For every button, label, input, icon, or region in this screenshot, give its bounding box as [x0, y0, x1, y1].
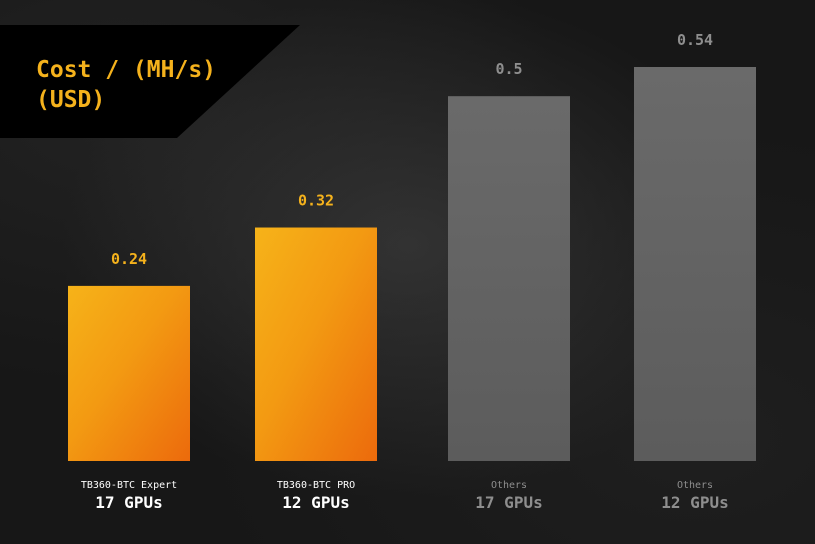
- labels-group: 0.24 TB360-BTC Expert 17 GPUs 0.32 TB360-BTC…: [81, 31, 729, 512]
- chart-title: Cost / (MH/s) (USD): [36, 57, 217, 113]
- bars-group: [68, 67, 756, 462]
- value-label-3: 0.5: [495, 60, 522, 78]
- value-label-2: 0.32: [298, 192, 334, 210]
- bar-3: [448, 96, 570, 462]
- value-label-1: 0.24: [111, 250, 147, 268]
- value-label-4: 0.54: [677, 31, 713, 49]
- category-sublabel-4: 12 GPUs: [661, 493, 728, 512]
- category-label-1: TB360-BTC Expert: [81, 480, 177, 491]
- category-sublabel-1: 17 GPUs: [95, 493, 162, 512]
- bar-2: [255, 227, 377, 461]
- category-label-2: TB360-BTC PRO: [277, 480, 355, 491]
- category-sublabel-2: 12 GPUs: [282, 493, 349, 512]
- bar-4: [634, 67, 756, 461]
- category-label-3: Others: [491, 480, 527, 491]
- bar-1: [68, 285, 190, 461]
- category-sublabel-3: 17 GPUs: [475, 493, 542, 512]
- category-label-4: Others: [677, 480, 713, 491]
